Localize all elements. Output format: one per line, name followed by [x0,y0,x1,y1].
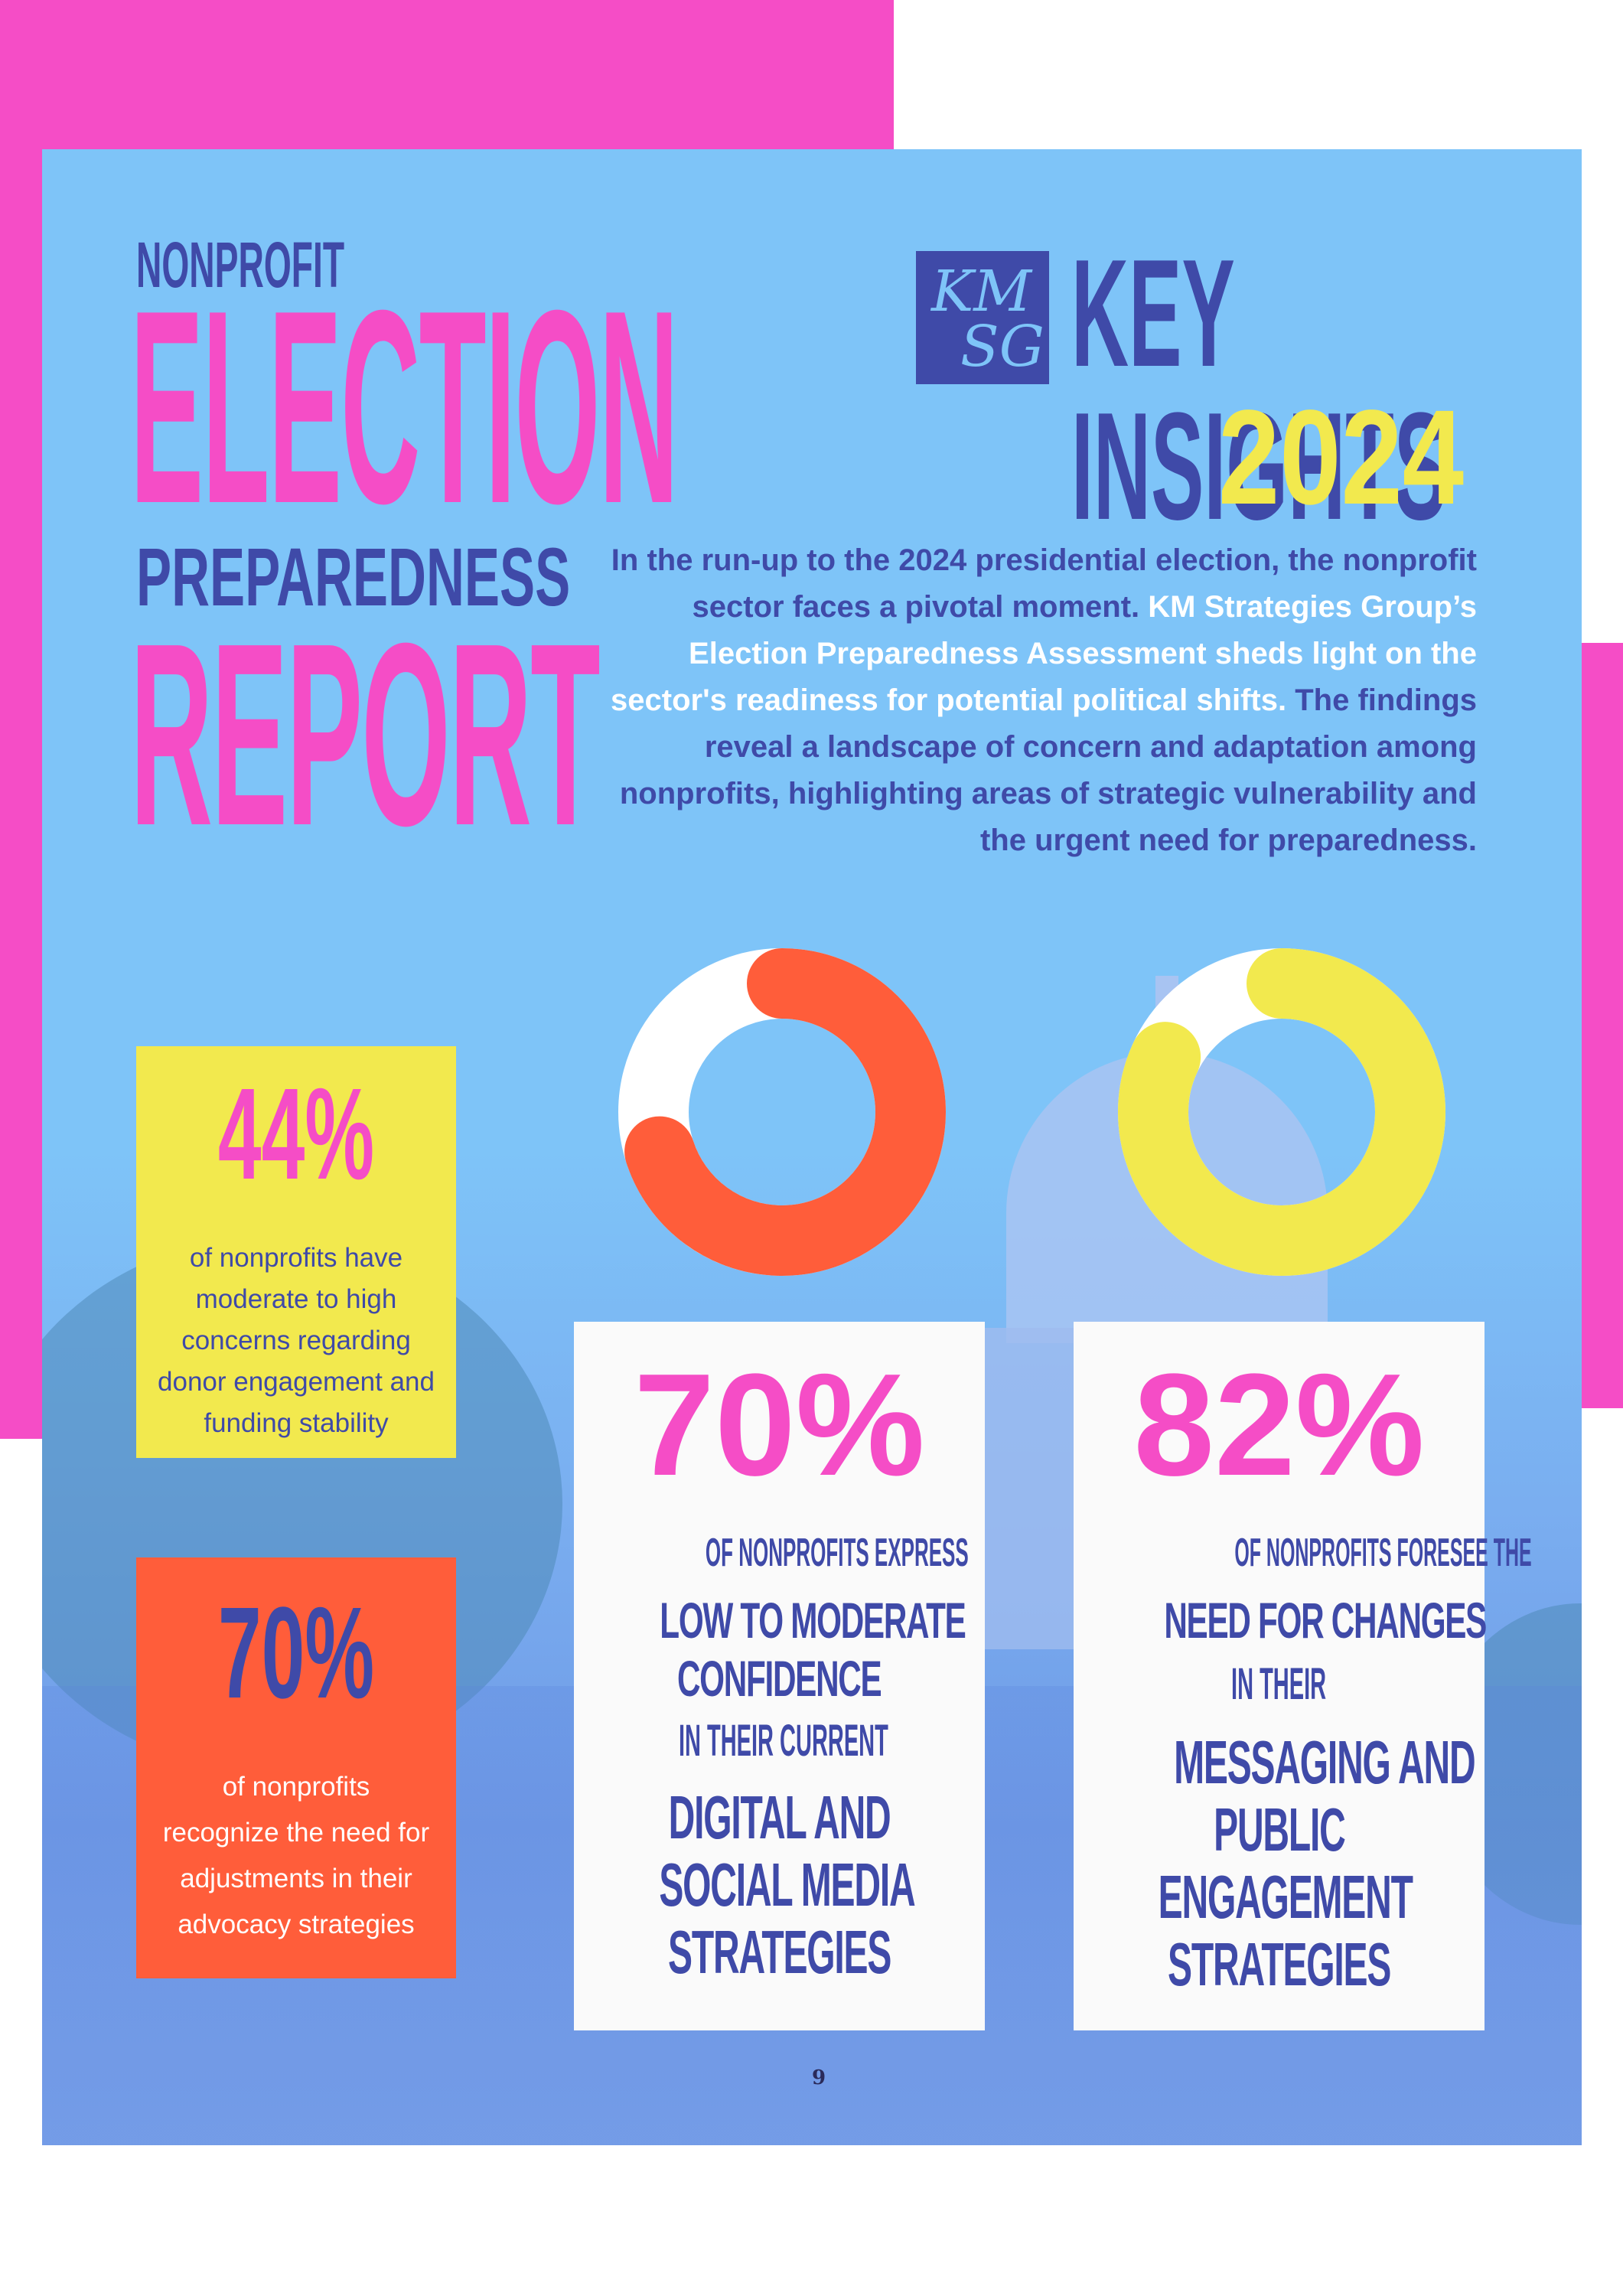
kmsg-logo: KM SG [916,251,1049,384]
caption-line: funding stability [204,1408,389,1438]
stat-line: ENGAGEMENT [1158,1863,1413,1931]
donut-chart-messaging [1118,948,1445,1276]
stat-value-donor: 44% [217,1062,375,1207]
caption-line: donor engagement and [158,1367,435,1397]
donut-arc-digital [618,948,946,1276]
stat-value-messaging: 82% [1133,1344,1425,1506]
caption-line: of nonprofits [222,1772,370,1802]
intro-text-1: In the run-up to the 2024 presidential e… [611,543,1477,624]
stat-line: OF NONPROFITS EXPRESS [705,1531,969,1575]
stat-caption-donor: of nonprofits have moderate to high conc… [144,1238,448,1444]
donut-chart-digital [618,948,946,1276]
stat-line: IN THEIR CURRENT [678,1716,888,1766]
caption-line: concerns regarding [181,1326,411,1355]
donut-arc-messaging [1118,948,1445,1276]
stat-card-digital: 70% OF NONPROFITS EXPRESS LOW TO MODERAT… [574,1322,985,2030]
report-title-election: ELECTION [130,253,679,561]
stat-card-advocacy: 70% of nonprofits recognize the need for… [136,1557,456,1978]
intro-text-highlight: KM Strategies Group’s Election Preparedn… [611,590,1477,717]
stat-card-messaging: 82% OF NONPROFITS FORESEE THE NEED FOR C… [1074,1322,1532,2030]
caption-line: adjustments in their [180,1864,412,1893]
report-title-preparedness: PREPAREDNESS [136,530,571,623]
caption-line: moderate to high [195,1284,397,1314]
stat-line: CONFIDENCE [677,1650,882,1707]
key-insights-headline: KEY INSIGHTS [1071,228,1448,552]
stat-line: MESSAGING AND [1174,1728,1476,1796]
stat-line: STRATEGIES [1167,1930,1391,1998]
stat-line: PUBLIC [1213,1795,1346,1864]
stat-line: IN THEIR [1231,1659,1327,1709]
caption-line: advocacy strategies [178,1910,415,1939]
stat-line: OF NONPROFITS FORESEE THE [1234,1531,1532,1575]
pink-background-block-right [1576,643,1623,1408]
page-number: 9 [811,2066,826,2089]
stat-value-digital: 70% [634,1344,925,1506]
stat-line: DIGITAL AND [668,1783,891,1851]
caption-line: of nonprofits have [189,1243,403,1273]
report-eyebrow: NONPROFIT [136,229,345,301]
stat-line: NEED FOR CHANGES [1164,1592,1487,1649]
logo-text-bottom: SG [960,314,1045,380]
stat-line: STRATEGIES [667,1918,891,1986]
stat-line: LOW TO MODERATE [660,1592,966,1649]
report-title-report: REPORT [130,589,601,880]
intro-paragraph: In the run-up to the 2024 presidential e… [597,537,1477,864]
stat-caption-advocacy: of nonprofits recognize the need for adj… [144,1764,448,1948]
year-label: 2024 [1218,383,1465,533]
stat-line: SOCIAL MEDIA [659,1851,915,1919]
caption-line: recognize the need for [162,1818,430,1848]
stat-value-advocacy: 70% [217,1580,375,1726]
logo-text-top: KM [931,259,1032,325]
intro-text-2: The findings reveal a landscape of conce… [619,683,1477,857]
stat-card-donor: 44% of nonprofits have moderate to high … [136,1046,456,1458]
